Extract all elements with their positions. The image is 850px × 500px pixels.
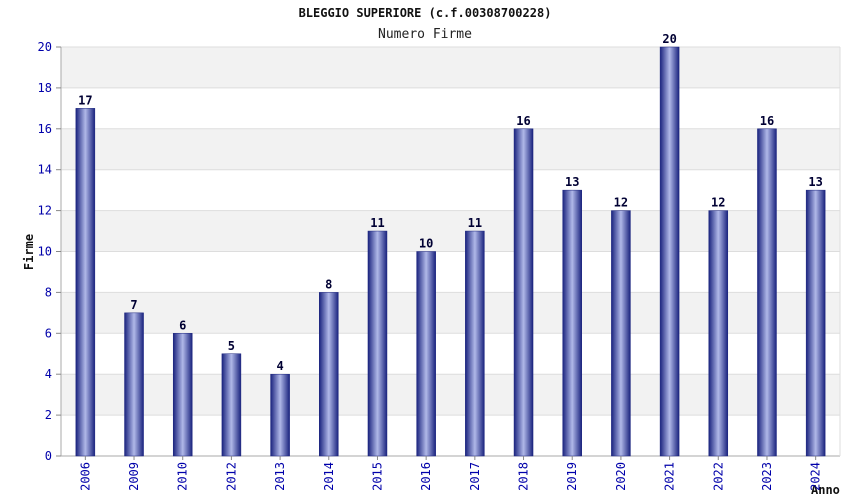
bar xyxy=(221,353,242,457)
bar-value-label: 10 xyxy=(419,237,433,251)
plot-area: 0246810121416182017200672009620105201242… xyxy=(38,32,841,491)
bar-value-label: 11 xyxy=(468,216,482,230)
x-tick-label: 2020 xyxy=(614,462,628,491)
bar xyxy=(75,108,96,457)
bar-value-label: 20 xyxy=(662,32,676,46)
bar xyxy=(416,251,436,457)
bar-value-label: 6 xyxy=(179,318,186,332)
bar-value-label: 16 xyxy=(516,114,530,128)
bar xyxy=(367,230,388,457)
bar-value-label: 11 xyxy=(370,216,384,230)
x-tick-label: 2017 xyxy=(468,462,482,491)
bar xyxy=(270,373,290,457)
x-tick-label: 2010 xyxy=(176,462,190,491)
x-tick-label: 2016 xyxy=(419,462,433,491)
x-tick-label: 2022 xyxy=(711,462,725,491)
x-tick-label: 2009 xyxy=(127,462,141,491)
x-tick-label: 2006 xyxy=(78,462,92,491)
y-tick-label: 20 xyxy=(38,40,52,54)
bar xyxy=(659,46,680,457)
bar xyxy=(319,292,339,457)
bar xyxy=(562,189,582,457)
y-axis-label: Firme xyxy=(22,234,36,270)
chart-subtitle: Numero Firme xyxy=(378,27,472,42)
bar-value-label: 13 xyxy=(808,175,822,189)
bar-value-label: 5 xyxy=(228,339,235,353)
y-tick-label: 4 xyxy=(45,367,52,381)
x-tick-label: 2018 xyxy=(517,462,531,491)
bar-value-label: 17 xyxy=(78,93,92,107)
x-tick-label: 2013 xyxy=(273,462,287,491)
y-tick-label: 12 xyxy=(38,204,52,218)
bar-value-label: 13 xyxy=(565,175,579,189)
bar xyxy=(465,230,485,457)
bar xyxy=(513,128,534,457)
y-tick-label: 16 xyxy=(38,122,52,136)
bar xyxy=(172,333,193,457)
bar xyxy=(708,210,729,457)
bar-value-label: 4 xyxy=(276,359,283,373)
y-tick-label: 2 xyxy=(45,408,52,422)
x-axis-label: Anno xyxy=(811,483,840,497)
chart-title: BLEGGIO SUPERIORE (c.f.00308700228) xyxy=(299,6,552,20)
bar xyxy=(757,128,777,457)
x-tick-label: 2019 xyxy=(565,462,579,491)
grid-band xyxy=(61,128,840,170)
bar-value-label: 12 xyxy=(614,196,628,210)
x-tick-label: 2024 xyxy=(809,462,823,491)
grid-band xyxy=(61,47,840,88)
y-tick-label: 8 xyxy=(45,285,52,299)
bar xyxy=(124,312,144,457)
bar-value-label: 12 xyxy=(711,196,725,210)
y-tick-label: 0 xyxy=(45,449,52,463)
y-tick-label: 18 xyxy=(38,81,52,95)
x-tick-label: 2015 xyxy=(370,462,384,491)
y-tick-label: 6 xyxy=(45,326,52,340)
x-tick-label: 2014 xyxy=(322,462,336,491)
y-tick-label: 14 xyxy=(38,163,52,177)
bar-value-label: 16 xyxy=(760,114,774,128)
bar xyxy=(805,189,826,457)
bar-value-label: 7 xyxy=(130,298,137,312)
x-tick-label: 2012 xyxy=(224,462,238,491)
x-tick-label: 2021 xyxy=(663,462,677,491)
bar xyxy=(611,210,631,457)
bar-value-label: 8 xyxy=(325,277,332,291)
y-tick-label: 10 xyxy=(38,245,52,259)
x-tick-label: 2023 xyxy=(760,462,774,491)
